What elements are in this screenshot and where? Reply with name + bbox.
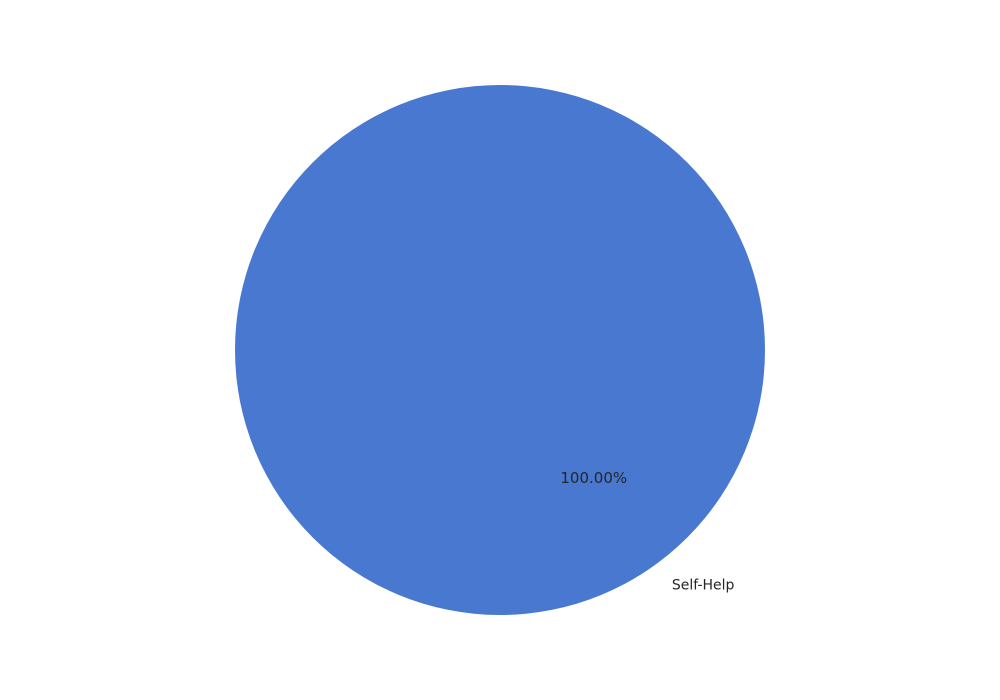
pie-percent-label: 100.00% — [560, 469, 627, 487]
pie-category-label: Self-Help — [672, 577, 735, 593]
pie-slices — [235, 85, 765, 615]
pie-labels: 100.00% Self-Help — [560, 469, 734, 594]
pie-slice-self-help — [235, 85, 765, 615]
